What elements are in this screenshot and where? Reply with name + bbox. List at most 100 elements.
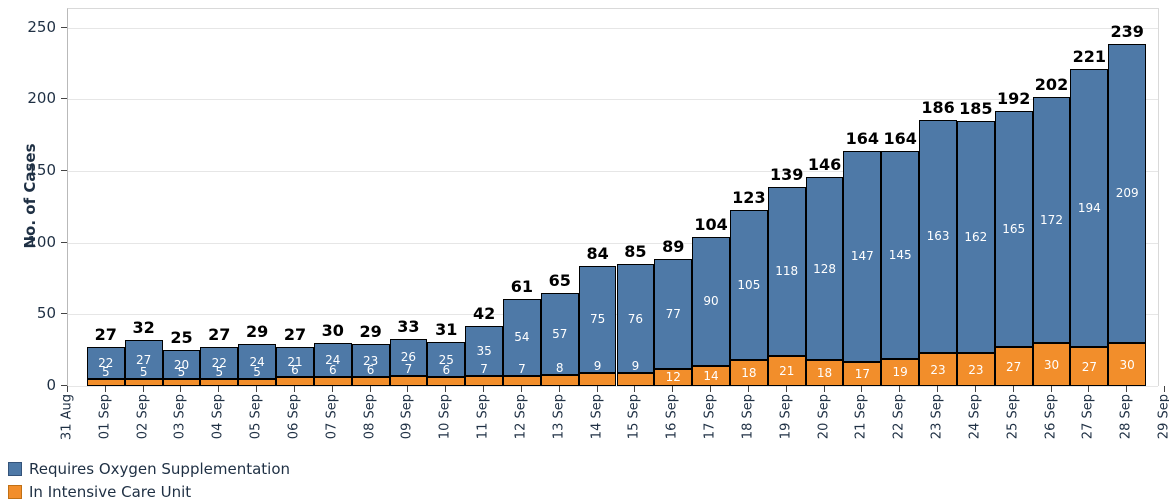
x-tick-mark [520,386,522,392]
icu-segment[interactable] [503,375,541,386]
bar[interactable]: 139 118 21 [767,166,806,386]
oxygen-value-label: 26 [400,350,417,365]
total-label: 221 [1072,47,1107,67]
oxygen-segment[interactable]: 27 [124,340,163,379]
bar[interactable]: 32 27 5 [124,320,163,386]
oxygen-segment[interactable]: 54 [503,298,541,376]
bar[interactable]: 85 76 9 [616,244,655,386]
icu-segment[interactable]: 12 [654,368,693,386]
icu-value-label: 21 [779,363,795,378]
oxygen-segment[interactable]: 90 [692,237,730,366]
oxygen-segment[interactable]: 23 [351,344,390,378]
icu-segment[interactable] [86,378,125,386]
icu-segment[interactable] [162,378,201,386]
icu-segment[interactable] [276,377,314,386]
bar[interactable]: 185 162 23 [956,100,995,386]
oxygen-segment[interactable]: 105 [729,209,768,361]
y-tick-label: 50 [36,304,56,323]
oxygen-segment[interactable]: 24 [313,343,352,378]
icu-segment[interactable]: 18 [729,360,768,386]
bar[interactable]: 192 165 27 [994,90,1033,386]
bar[interactable]: 186 163 23 [919,99,957,386]
oxygen-value-label: 75 [589,312,606,327]
icu-value-label: 5 [215,364,224,379]
oxygen-segment[interactable]: 77 [654,258,693,369]
oxygen-segment[interactable]: 57 [540,292,579,375]
icu-segment[interactable] [200,378,239,386]
icu-segment[interactable]: 30 [1032,343,1071,386]
bar[interactable]: 30 24 6 [313,323,352,386]
icu-segment[interactable] [351,377,390,386]
bar[interactable]: 164 145 19 [881,131,920,386]
oxygen-segment[interactable]: 20 [162,350,201,379]
icu-segment[interactable]: 17 [843,361,882,386]
icu-segment[interactable]: 23 [919,353,957,386]
icu-segment[interactable] [465,375,503,386]
x-tick-label: 25 Sep [1005,394,1021,440]
bar[interactable]: 89 77 12 [654,238,693,386]
bar[interactable]: 123 105 18 [729,189,768,386]
icu-segment[interactable]: 19 [881,358,920,386]
oxygen-segment[interactable]: 172 [1032,96,1071,344]
oxygen-segment[interactable]: 26 [389,338,428,376]
icu-segment[interactable] [238,378,277,386]
bar[interactable]: 25 20 5 [162,330,201,386]
bar[interactable]: 221 194 27 [1070,49,1109,386]
icu-segment[interactable] [389,375,428,386]
oxygen-segment[interactable]: 75 [578,265,617,374]
oxygen-segment[interactable]: 24 [238,344,277,379]
oxygen-segment[interactable]: 163 [919,119,957,354]
icu-segment[interactable]: 18 [805,360,844,386]
icu-segment[interactable] [578,373,617,386]
oxygen-segment[interactable]: 76 [616,264,655,374]
oxygen-segment[interactable]: 25 [427,341,466,378]
oxygen-segment[interactable]: 209 [1108,43,1147,344]
oxygen-segment[interactable]: 21 [276,347,314,378]
bar[interactable]: 84 75 9 [578,245,617,386]
icu-segment[interactable]: 30 [1108,343,1147,386]
icu-segment[interactable]: 14 [692,365,730,386]
bar[interactable]: 146 128 18 [805,156,844,386]
oxygen-segment[interactable]: 194 [1070,69,1109,348]
oxygen-segment[interactable]: 145 [881,151,920,359]
icu-segment[interactable]: 23 [956,353,995,386]
bar[interactable]: 27 21 6 [276,327,314,386]
x-tick-label: 10 Sep [437,394,453,440]
icu-segment[interactable] [540,374,579,386]
oxygen-segment[interactable]: 128 [805,176,844,361]
legend-item-icu[interactable]: In Intensive Care Unit [8,483,290,501]
icu-segment[interactable] [124,378,163,386]
bar[interactable]: 164 147 17 [843,131,882,386]
x-tick-label: 03 Sep [172,394,188,440]
bar[interactable]: 202 172 30 [1032,76,1071,386]
icu-segment[interactable]: 27 [994,347,1033,386]
bar[interactable]: 29 23 6 [351,324,390,386]
bar[interactable]: 42 35 7 [465,305,503,386]
oxygen-segment[interactable]: 22 [200,347,239,379]
icu-segment[interactable] [427,377,466,386]
legend-item-oxygen[interactable]: Requires Oxygen Supplementation [8,460,290,478]
icu-segment[interactable]: 27 [1070,347,1109,386]
bar[interactable]: 61 54 7 [503,278,541,386]
oxygen-segment[interactable]: 118 [767,186,806,356]
oxygen-segment[interactable]: 35 [465,325,503,376]
bar[interactable]: 27 22 5 [86,327,125,386]
bar[interactable]: 104 90 14 [692,217,730,386]
icu-segment[interactable] [313,377,352,386]
bar[interactable]: 27 22 5 [200,327,239,386]
bar[interactable]: 239 209 30 [1108,23,1147,386]
bar[interactable]: 65 57 8 [540,272,579,386]
bar[interactable]: 33 26 7 [389,318,428,386]
oxygen-segment[interactable]: 162 [956,120,995,354]
oxygen-segment[interactable]: 147 [843,151,882,362]
oxygen-segment[interactable]: 165 [994,110,1033,348]
x-tick-mark [1012,386,1014,392]
x-tick-label: 02 Sep [135,394,151,440]
total-label: 61 [510,276,534,296]
icu-segment[interactable]: 21 [767,355,806,386]
icu-value-label: 9 [593,359,602,374]
oxygen-segment[interactable]: 22 [86,347,125,379]
bar[interactable]: 29 24 5 [238,324,277,386]
icu-segment[interactable] [616,373,655,386]
bar[interactable]: 31 25 6 [427,321,466,386]
